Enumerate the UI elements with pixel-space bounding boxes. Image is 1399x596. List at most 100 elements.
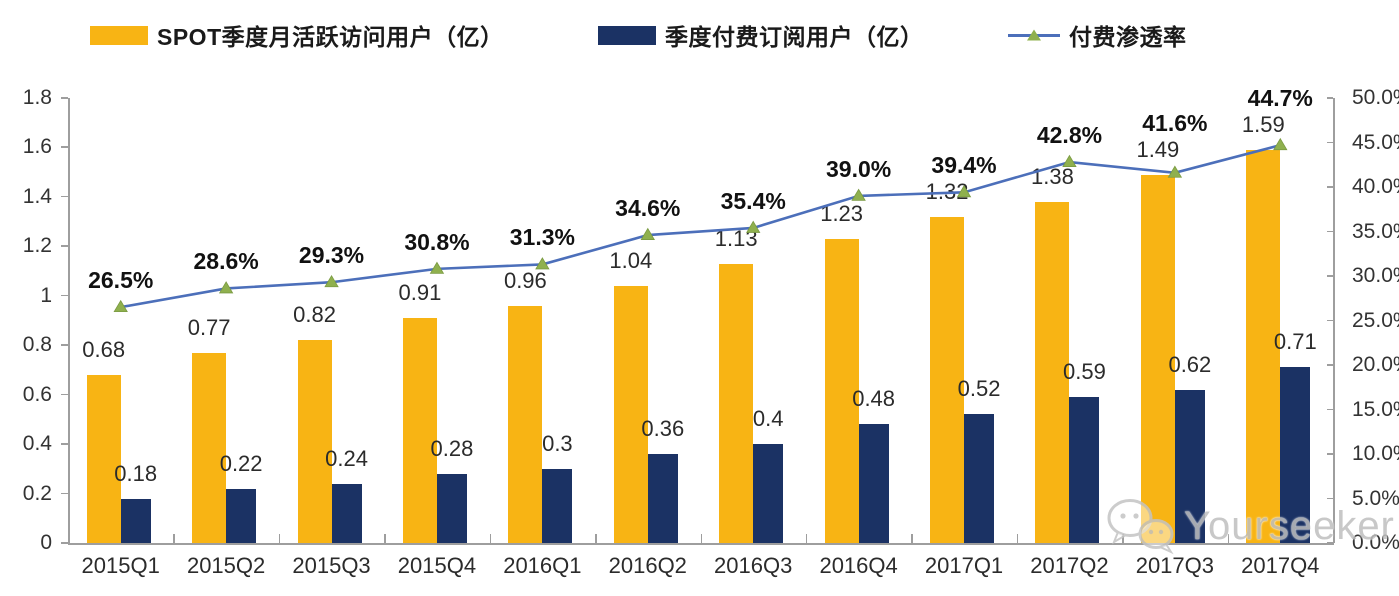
right-axis-tick-label: 0.0% xyxy=(1352,531,1399,554)
right-axis-tick-label: 25.0% xyxy=(1352,308,1399,332)
subs-value-label: 0.48 xyxy=(852,386,896,412)
bar-subs xyxy=(120,498,151,543)
right-axis-tick xyxy=(1327,230,1333,232)
bar-mau xyxy=(613,285,648,543)
left-axis-tick xyxy=(61,146,68,148)
x-axis-tick xyxy=(278,534,281,543)
x-axis-tick xyxy=(1122,534,1124,543)
left-axis-tick xyxy=(61,492,68,495)
right-axis-tick-label: 15.0% xyxy=(1352,397,1399,421)
bar-subs xyxy=(1174,389,1205,543)
bar-subs xyxy=(964,414,995,543)
bar-subs xyxy=(753,444,784,543)
x-axis-tick xyxy=(805,534,808,543)
penetration-value-label: 39.4% xyxy=(931,151,997,178)
left-axis-line xyxy=(68,98,70,543)
subs-value-label: 0.4 xyxy=(752,406,784,432)
right-axis-tick xyxy=(1327,364,1333,366)
penetration-marker-icon xyxy=(851,188,866,201)
x-axis-category-label: 2015Q1 xyxy=(81,553,160,578)
right-axis-tick xyxy=(1327,497,1333,499)
left-axis-tick-label: 0.8 xyxy=(22,333,52,357)
right-axis-tick-label: 20.0% xyxy=(1352,353,1399,376)
bar-subs xyxy=(331,483,362,543)
subs-value-label: 0.36 xyxy=(641,416,685,441)
right-axis-tick xyxy=(1327,275,1333,277)
right-axis-tick-label: 35.0% xyxy=(1352,219,1399,243)
triangle-marker-icon xyxy=(1027,29,1041,40)
penetration-value-label: 41.6% xyxy=(1142,109,1208,136)
bar-subs xyxy=(542,468,573,543)
bar-mau xyxy=(297,340,332,543)
bar-subs xyxy=(226,488,257,543)
mau-value-label: 1.59 xyxy=(1241,111,1285,137)
subs-value-label: 0.22 xyxy=(219,450,263,476)
subs-legend-label: 季度付费订阅用户（亿） xyxy=(665,24,924,50)
x-axis-category-label: 2015Q3 xyxy=(292,553,371,578)
bar-mau xyxy=(86,374,121,543)
left-axis-tick-label: 1.6 xyxy=(22,135,52,159)
mau-value-label: 1.32 xyxy=(925,178,969,204)
mau-value-label: 1.04 xyxy=(609,247,653,273)
right-axis-tick-label: 5.0% xyxy=(1352,486,1399,510)
x-axis-category-label: 2017Q4 xyxy=(1241,553,1320,578)
x-axis-category-label: 2017Q2 xyxy=(1030,553,1109,578)
right-axis-tick-label: 50.0% xyxy=(1352,86,1399,109)
watermark: Yourseeker xyxy=(1104,496,1395,556)
penetration-legend-marker xyxy=(1008,26,1060,45)
x-axis-tick xyxy=(700,534,702,543)
subs-value-label: 0.18 xyxy=(114,460,158,486)
penetration-value-label: 42.8% xyxy=(1036,122,1103,149)
x-axis-category-label: 2016Q1 xyxy=(503,553,582,578)
x-axis-tick xyxy=(1016,534,1019,543)
mau-value-label: 1.13 xyxy=(714,225,758,251)
mau-value-label: 0.82 xyxy=(293,302,336,328)
left-axis-tick-label: 1.8 xyxy=(22,86,52,109)
x-axis-tick xyxy=(911,534,913,543)
subs-value-label: 0.71 xyxy=(1273,329,1317,355)
mau-legend-label: SPOT季度月活跃访问用户（亿） xyxy=(157,24,504,50)
left-axis-tick xyxy=(61,443,68,445)
x-axis-tick xyxy=(173,534,175,543)
left-axis-tick xyxy=(61,393,68,396)
subs-value-label: 0.62 xyxy=(1168,351,1212,377)
x-axis-tick xyxy=(595,534,597,543)
penetration-marker-icon xyxy=(324,274,339,288)
left-axis-tick-label: 1 xyxy=(40,283,52,307)
penetration-marker-icon xyxy=(429,261,445,274)
subs-value-label: 0.52 xyxy=(957,376,1001,402)
mau-legend-swatch xyxy=(90,25,148,45)
right-axis-tick-label: 45.0% xyxy=(1352,130,1399,154)
bar-mau xyxy=(508,305,543,543)
wechat-icon xyxy=(1107,499,1174,555)
mau-value-label: 0.96 xyxy=(503,267,547,293)
subs-legend-swatch xyxy=(598,25,656,45)
penetration-marker-icon xyxy=(1273,137,1288,151)
left-axis-tick-label: 0.6 xyxy=(22,382,52,406)
penetration-value-label: 35.4% xyxy=(720,187,786,214)
right-axis-tick xyxy=(1327,97,1333,99)
left-axis-tick xyxy=(61,97,68,99)
right-axis-tick xyxy=(1327,319,1333,321)
bar-subs xyxy=(436,473,467,543)
left-axis-tick-label: 0.4 xyxy=(22,432,52,456)
left-axis-tick xyxy=(61,542,68,544)
mau-value-label: 0.91 xyxy=(398,280,442,306)
penetration-value-label: 44.7% xyxy=(1247,84,1313,111)
x-axis-category-label: 2016Q3 xyxy=(714,553,793,578)
x-axis-category-label: 2015Q4 xyxy=(397,553,477,578)
bar-subs xyxy=(1280,367,1311,543)
penetration-marker-icon xyxy=(113,299,128,313)
left-axis-tick xyxy=(61,195,68,198)
x-axis-category-label: 2016Q4 xyxy=(819,553,898,578)
right-axis-tick-label: 10.0% xyxy=(1352,442,1399,465)
bar-subs xyxy=(1069,397,1100,543)
bar-mau xyxy=(402,318,437,543)
x-axis-tick xyxy=(489,534,492,543)
left-axis-tick-label: 1.2 xyxy=(22,234,52,258)
right-axis-tick xyxy=(1327,408,1333,410)
right-axis-tick-label: 40.0% xyxy=(1352,175,1399,198)
subs-value-label: 0.3 xyxy=(542,430,573,456)
penetration-marker-icon xyxy=(640,227,655,240)
